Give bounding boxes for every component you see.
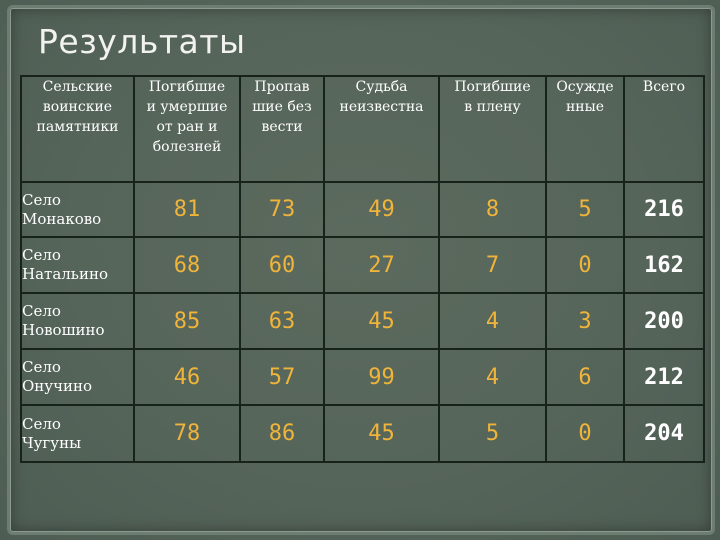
total-cell: 216 <box>623 181 705 238</box>
header-row: Сельские воинские памятники Погибшие и умер… <box>20 75 705 183</box>
header-missing: Пропав шие без вести <box>239 75 325 183</box>
village-name: Село Монаково <box>20 181 135 238</box>
value-cell: 27 <box>323 236 440 294</box>
value-cell: 5 <box>438 404 547 463</box>
table-row: Село Натальино 68 60 27 7 0 162 <box>20 236 705 294</box>
value-cell: 4 <box>438 292 547 350</box>
value-cell: 8 <box>438 181 547 238</box>
village-name: Село Новошино <box>20 292 135 350</box>
value-cell: 57 <box>239 348 325 406</box>
header-total: Всего <box>623 75 705 183</box>
table-row: Село Онучино 46 57 99 4 6 212 <box>20 348 705 406</box>
total-cell: 212 <box>623 348 705 406</box>
value-cell: 45 <box>323 404 440 463</box>
value-cell: 73 <box>239 181 325 238</box>
value-cell: 60 <box>239 236 325 294</box>
value-cell: 78 <box>133 404 241 463</box>
value-cell: 6 <box>545 348 625 406</box>
header-died-of-wounds: Погибшие и умершие от ран и болезней <box>133 75 241 183</box>
value-cell: 85 <box>133 292 241 350</box>
value-cell: 5 <box>545 181 625 238</box>
value-cell: 81 <box>133 181 241 238</box>
value-cell: 45 <box>323 292 440 350</box>
value-cell: 99 <box>323 348 440 406</box>
results-table: Сельские воинские памятники Погибшие и умер… <box>20 75 705 463</box>
header-villages: Сельские воинские памятники <box>20 75 135 183</box>
table-row: Село Новошино 85 63 45 4 3 200 <box>20 292 705 350</box>
village-name: Село Онучино <box>20 348 135 406</box>
slide-title: Результаты <box>38 22 246 61</box>
value-cell: 0 <box>545 236 625 294</box>
value-cell: 86 <box>239 404 325 463</box>
total-cell: 200 <box>623 292 705 350</box>
value-cell: 63 <box>239 292 325 350</box>
header-died-in-captivity: Погибшие в плену <box>438 75 547 183</box>
header-convicted: Осужде нные <box>545 75 625 183</box>
value-cell: 3 <box>545 292 625 350</box>
table-row: Село Чугуны 78 86 45 5 0 204 <box>20 404 705 463</box>
total-cell: 204 <box>623 404 705 463</box>
total-cell: 162 <box>623 236 705 294</box>
village-name: Село Чугуны <box>20 404 135 463</box>
value-cell: 68 <box>133 236 241 294</box>
value-cell: 7 <box>438 236 547 294</box>
table-row: Село Монаково 81 73 49 8 5 216 <box>20 181 705 238</box>
header-fate-unknown: Судьба неизвестна <box>323 75 440 183</box>
value-cell: 0 <box>545 404 625 463</box>
village-name: Село Натальино <box>20 236 135 294</box>
value-cell: 49 <box>323 181 440 238</box>
value-cell: 4 <box>438 348 547 406</box>
value-cell: 46 <box>133 348 241 406</box>
slide-frame <box>10 8 712 532</box>
